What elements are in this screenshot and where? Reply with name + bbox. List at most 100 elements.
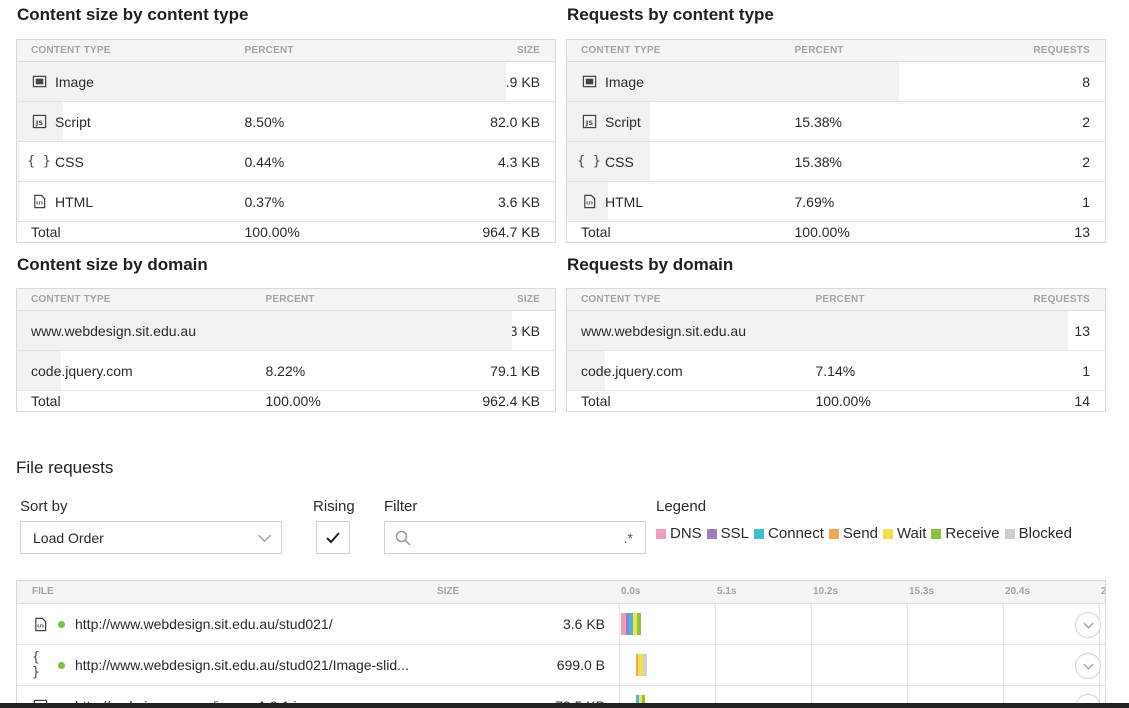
rising-checkbox[interactable] (316, 521, 350, 554)
legend-label: DNS (670, 525, 702, 542)
image-icon (31, 74, 47, 90)
requests-by-type-section: Requests by content type CONTENT TYPE PE… (566, 3, 1106, 243)
share-bar (567, 62, 899, 101)
row-label: Image (605, 73, 644, 90)
legend-label: Receive (945, 525, 1000, 542)
total-label: Total (581, 224, 611, 240)
file-request-row[interactable]: { } http://www.webdesign.sit.edu.au/stud0… (17, 645, 1105, 686)
name-cell: www.webdesign.sit.edu.au (566, 310, 1068, 351)
legend-swatch (828, 528, 839, 539)
share-bar (17, 62, 506, 101)
file-size: 699.0 B (556, 657, 605, 673)
filter-label: Filter (384, 498, 418, 515)
legend-label: SSL (720, 525, 750, 542)
timeline-gridline (811, 645, 812, 685)
timeline-gridline (715, 686, 716, 708)
legend-swatch (882, 528, 893, 539)
timing-segment-send (636, 654, 638, 676)
filter-input[interactable] (417, 528, 618, 547)
share-bar (567, 182, 609, 221)
content-size-by-domain-table: CONTENT TYPE PERCENT SIZE www.webdesign.… (16, 288, 556, 412)
percent-cell: 8.50% (230, 101, 421, 142)
requests-by-domain-section: Requests by domain CONTENT TYPE PERCENT … (566, 253, 1106, 412)
share-bar (567, 102, 650, 141)
chevron-down-icon (258, 529, 271, 542)
row-label: Image (55, 73, 94, 90)
value-cell: 79.1 KB (441, 350, 556, 391)
timeline-gridline (715, 604, 716, 644)
status-dot (58, 661, 65, 669)
percent-cell: 0.44% (230, 141, 421, 182)
timeline-gridline (907, 604, 908, 644)
percent-cell: 15.38% (780, 141, 971, 182)
row-label: CSS (55, 153, 84, 170)
column-header-size: SIZE (420, 39, 556, 62)
column-header-content-type: CONTENT TYPE (566, 288, 802, 311)
table-row: Image61.54%8 (566, 61, 1106, 102)
window-bottom-edge (0, 703, 1129, 708)
timing-segment-receive (637, 613, 641, 635)
timing-segment-ssl (626, 613, 629, 635)
total-value: 13 (1074, 224, 1090, 240)
legend-swatch (754, 528, 765, 539)
expand-row-button[interactable] (1075, 612, 1101, 638)
row-label: CSS (605, 153, 634, 170)
chevron-down-icon (1083, 618, 1093, 628)
file-url[interactable]: http://www.webdesign.sit.edu.au/stud021/ (75, 616, 333, 632)
timeline-tick-label: 10.2s (813, 586, 839, 597)
sort-by-value: Load Order (33, 529, 104, 546)
sort-by-select[interactable]: Load Order (20, 521, 282, 554)
timeline-gridline (619, 604, 620, 644)
column-header-content-type: CONTENT TYPE (16, 39, 231, 62)
regex-toggle[interactable]: .* (623, 529, 633, 546)
filter-field[interactable]: .* (384, 521, 646, 554)
file-requests-title: File requests (16, 458, 114, 477)
file-size: 3.6 KB (562, 616, 605, 632)
checkmark-icon (326, 531, 340, 543)
table-row: JS Script 8.50% 82.0 KB (16, 101, 556, 142)
value-cell: 3.6 KB (420, 181, 556, 222)
file-request-row[interactable]: http://www.webdesign.sit.edu.au/stud021/… (17, 604, 1105, 645)
table-row: Image90.69%874.9 KB (16, 61, 556, 102)
timing-segment-dns (621, 613, 626, 635)
legend-swatch (931, 528, 942, 539)
legend-item-wait: Wait (882, 525, 926, 542)
html-icon (31, 194, 47, 210)
timeline-tick-label: 5.1s (717, 586, 737, 597)
script-icon: JS (581, 114, 597, 130)
image-icon (581, 74, 597, 90)
value-cell: 2 (970, 141, 1106, 182)
value-cell: 1 (970, 181, 1106, 222)
value-cell: 4.3 KB (420, 141, 556, 182)
column-header-percent: PERCENT (251, 288, 442, 311)
percent-cell: 15.38% (780, 101, 971, 142)
column-header-content-type: CONTENT TYPE (566, 39, 781, 62)
name-cell: HTML (566, 181, 781, 222)
timeline-gridline (619, 645, 620, 685)
legend-item-receive: Receive (931, 525, 1000, 542)
timeline-tick-label: 20.4s (1005, 586, 1031, 597)
legend-item-connect: Connect (754, 525, 824, 542)
column-header-content-type: CONTENT TYPE (16, 288, 252, 311)
timeline-tick-label: 25.5 (1101, 586, 1105, 597)
legend-item-dns: DNS (656, 525, 702, 542)
html-icon (581, 194, 597, 210)
value-cell: 1 (991, 350, 1106, 391)
column-header-file: FILE (32, 586, 54, 597)
file-url[interactable]: http://www.webdesign.sit.edu.au/stud021/… (75, 657, 409, 673)
timing-segment-wait (633, 613, 637, 635)
expand-row-button[interactable] (1075, 653, 1101, 679)
timing-segment-blocked (643, 654, 647, 676)
share-bar (567, 142, 650, 181)
legend-swatch (1004, 528, 1015, 539)
column-header-requests: REQUESTS (970, 39, 1106, 62)
table-row: JS Script 15.38% 2 (566, 101, 1106, 142)
section-title: Content size by domain (17, 255, 208, 274)
status-dot (58, 620, 65, 628)
timing-segment-connect (629, 613, 633, 635)
timing-segment-receive (642, 695, 645, 708)
table-row: HTML 0.37% 3.6 KB (16, 181, 556, 222)
total-label: Total (31, 393, 61, 409)
total-value: 14 (1074, 393, 1090, 409)
name-cell: { } CSS (16, 141, 231, 182)
